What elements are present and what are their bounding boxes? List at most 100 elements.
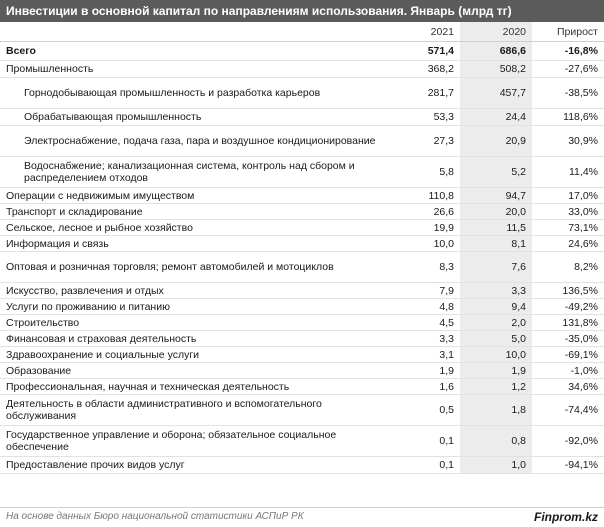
value-2020: 1,2 [460,378,532,395]
table-row: Искусство, развлечения и отдых 7,9 3,3 136,… [0,282,604,299]
value-2020: 1,0 [460,456,532,474]
row-label: Искусство, развлечения и отдых [0,282,388,299]
table-row: Государственное управление и оборона; об… [0,425,604,457]
value-2020: 508,2 [460,60,532,78]
table-row: Здравоохранение и социальные услуги 3,1 10… [0,346,604,363]
table-row: Информация и связь 10,0 8,1 24,6% [0,235,604,252]
row-label: Профессиональная, научная и техническая … [0,378,388,395]
value-2021: 3,3 [388,330,460,347]
table-row: Деятельность в области административного… [0,394,604,426]
value-growth: 11,4% [532,156,604,188]
header-2021: 2021 [388,22,460,42]
row-label: Электроснабжение, подача газа, пара и во… [0,125,388,157]
table-row: Сельское, лесное и рыбное хозяйство 19,9 1… [0,219,604,236]
row-label: Предоставление прочих видов услуг [0,456,388,474]
table-row: Услуги по проживанию и питанию 4,8 9,4 -49,… [0,298,604,315]
table-row: Операции с недвижимым имуществом 110,8 94,… [0,187,604,204]
table-row: Горнодобывающая промышленность и разрабо… [0,77,604,109]
value-2020: 5,0 [460,330,532,347]
value-2021: 27,3 [388,125,460,157]
row-label: Всего [0,41,388,61]
table-row: Электроснабжение, подача газа, пара и во… [0,125,604,157]
value-2021: 571,4 [388,41,460,61]
value-2020: 0,8 [460,425,532,457]
value-2021: 3,1 [388,346,460,363]
investment-table: 2021 2020 Прирост Всего 571,4 686,6 -16,8% П… [0,22,604,474]
value-2021: 368,2 [388,60,460,78]
value-2020: 9,4 [460,298,532,315]
table-body: Всего 571,4 686,6 -16,8% Промышленность 368,2… [0,41,604,474]
value-growth: 73,1% [532,219,604,236]
value-growth: -38,5% [532,77,604,109]
table-row: Строительство 4,5 2,0 131,8% [0,314,604,331]
value-growth: 131,8% [532,314,604,331]
value-2020: 1,9 [460,362,532,379]
row-label: Государственное управление и оборона; об… [0,425,388,457]
source-note: На основе данных Бюро национальной стати… [6,511,304,522]
value-2020: 457,7 [460,77,532,109]
table-row: Профессиональная, научная и техническая … [0,378,604,395]
row-label: Горнодобывающая промышленность и разрабо… [0,77,388,109]
row-label: Услуги по проживанию и питанию [0,298,388,315]
row-label: Промышленность [0,60,388,78]
value-2021: 1,6 [388,378,460,395]
value-2021: 0,1 [388,456,460,474]
value-2021: 0,1 [388,425,460,457]
value-2021: 0,5 [388,394,460,426]
value-2020: 7,6 [460,251,532,283]
header-label [0,22,388,42]
table-row: Всего 571,4 686,6 -16,8% [0,41,604,61]
value-growth: -16,8% [532,41,604,61]
row-label: Строительство [0,314,388,331]
row-label: Оптовая и розничная торговля; ремонт авт… [0,251,388,283]
value-growth: -35,0% [532,330,604,347]
brand-logo: Finprom.kz [533,510,598,524]
value-growth: -49,2% [532,298,604,315]
value-2020: 20,9 [460,125,532,157]
value-2020: 11,5 [460,219,532,236]
value-growth: -92,0% [532,425,604,457]
row-label: Здравоохранение и социальные услуги [0,346,388,363]
value-growth: -94,1% [532,456,604,474]
value-growth: 33,0% [532,203,604,220]
table-row: Транспорт и складирование 26,6 20,0 33,0% [0,203,604,220]
row-label: Информация и связь [0,235,388,252]
value-growth: -74,4% [532,394,604,426]
value-2021: 19,9 [388,219,460,236]
row-label: Деятельность в области административного… [0,394,388,426]
value-growth: -69,1% [532,346,604,363]
table-row: Водоснабжение; канализационная система, … [0,156,604,188]
table-title: Инвестиции в основной капитал по направл… [0,0,604,22]
value-2020: 686,6 [460,41,532,61]
footer: На основе данных Бюро национальной стати… [0,507,604,527]
value-growth: 24,6% [532,235,604,252]
value-growth: -27,6% [532,60,604,78]
value-growth: -1,0% [532,362,604,379]
value-growth: 34,6% [532,378,604,395]
table-row: Финансовая и страховая деятельность 3,3 5,… [0,330,604,347]
value-2020: 3,3 [460,282,532,299]
value-growth: 30,9% [532,125,604,157]
row-label: Образование [0,362,388,379]
row-label: Операции с недвижимым имуществом [0,187,388,204]
value-2020: 2,0 [460,314,532,331]
value-2020: 20,0 [460,203,532,220]
value-growth: 8,2% [532,251,604,283]
header-2020: 2020 [460,22,532,42]
value-2020: 10,0 [460,346,532,363]
table-header-row: 2021 2020 Прирост [0,22,604,42]
table-row: Промышленность 368,2 508,2 -27,6% [0,60,604,78]
value-2021: 10,0 [388,235,460,252]
value-2021: 7,9 [388,282,460,299]
value-2021: 4,8 [388,298,460,315]
value-2020: 5,2 [460,156,532,188]
row-label: Водоснабжение; канализационная система, … [0,156,388,188]
table-row: Оптовая и розничная торговля; ремонт авт… [0,251,604,283]
value-2021: 53,3 [388,108,460,126]
row-label: Финансовая и страховая деятельность [0,330,388,347]
value-2020: 1,8 [460,394,532,426]
value-growth: 17,0% [532,187,604,204]
value-2020: 94,7 [460,187,532,204]
row-label: Обрабатывающая промышленность [0,108,388,126]
